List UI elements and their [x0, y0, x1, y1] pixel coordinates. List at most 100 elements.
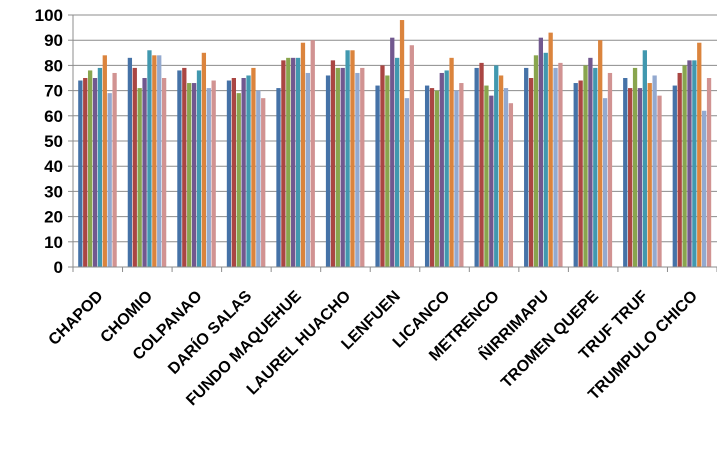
bar — [161, 78, 167, 267]
y-tick-label: 70 — [44, 82, 63, 101]
bar — [573, 83, 578, 267]
bar — [543, 52, 548, 267]
bar — [375, 85, 380, 267]
bar — [439, 72, 444, 268]
bar — [598, 40, 603, 268]
bar — [395, 57, 400, 268]
x-tick-label: DARÍO SALAS — [164, 286, 256, 378]
bar — [137, 88, 142, 267]
y-tick-label: 80 — [44, 56, 63, 75]
bar — [637, 88, 643, 267]
y-tick-label: 10 — [44, 233, 63, 252]
bar — [444, 70, 449, 267]
bar — [593, 67, 598, 267]
y-tick-label: 20 — [44, 208, 63, 227]
y-tick-label: 100 — [35, 6, 63, 25]
bar — [360, 67, 365, 267]
bar — [132, 67, 137, 267]
bar — [231, 78, 236, 267]
bar — [607, 72, 613, 268]
bar — [385, 75, 390, 267]
bar — [404, 98, 410, 267]
bar — [286, 57, 291, 268]
bar — [112, 72, 117, 268]
bar — [652, 75, 657, 267]
bar — [251, 67, 256, 267]
bar — [281, 60, 286, 267]
bar — [380, 65, 385, 268]
bar — [459, 83, 464, 267]
bar — [692, 60, 697, 267]
bar — [677, 72, 682, 268]
bar — [291, 57, 296, 268]
bar — [533, 55, 539, 267]
bar — [558, 62, 563, 267]
bar — [97, 67, 103, 267]
bar — [484, 85, 489, 267]
bar — [87, 70, 93, 267]
bar — [508, 103, 514, 267]
bar — [142, 78, 147, 267]
y-axis-tick-labels: 0 10 20 30 40 50 60 70 80 90 100 — [35, 6, 63, 277]
bar — [335, 67, 340, 267]
bar — [206, 88, 211, 267]
bar — [152, 55, 157, 267]
bar — [355, 72, 360, 268]
bar — [211, 80, 216, 268]
bar — [127, 57, 133, 268]
bar — [528, 78, 534, 267]
bar — [409, 45, 414, 267]
bar — [310, 40, 315, 268]
bar — [474, 67, 479, 267]
bar — [628, 88, 633, 267]
bar — [449, 57, 454, 268]
bar — [276, 88, 281, 267]
bar — [196, 70, 202, 267]
bars — [78, 20, 712, 268]
bar — [256, 90, 261, 267]
bar — [429, 88, 435, 267]
bar — [548, 32, 553, 267]
bar — [399, 20, 405, 267]
bar — [305, 72, 310, 268]
bar — [78, 80, 83, 268]
bar — [588, 57, 593, 268]
bar — [330, 60, 336, 267]
y-tick-label: 30 — [44, 182, 63, 201]
bar — [226, 80, 232, 268]
axes — [72, 15, 717, 272]
bar — [102, 55, 107, 267]
bar — [642, 50, 647, 267]
bar — [553, 67, 558, 267]
bar — [350, 50, 355, 267]
bar — [524, 67, 529, 267]
y-tick-label: 50 — [44, 132, 63, 151]
bar — [107, 93, 112, 268]
bar — [687, 60, 692, 267]
bar — [236, 93, 241, 268]
bar — [602, 98, 608, 267]
bar — [390, 37, 395, 268]
bar — [657, 95, 662, 267]
bar — [697, 42, 702, 267]
bar — [177, 70, 182, 267]
bar — [503, 88, 509, 267]
bar — [434, 90, 440, 267]
bar — [494, 65, 499, 268]
y-tick-label: 60 — [44, 107, 63, 126]
bar — [632, 67, 638, 267]
bar — [672, 85, 677, 267]
bar — [92, 78, 98, 267]
bar — [647, 83, 652, 267]
bar — [489, 95, 494, 267]
bar — [706, 78, 712, 267]
bar — [191, 83, 197, 267]
bar — [424, 85, 430, 267]
bar — [246, 75, 251, 267]
bar — [261, 98, 266, 267]
bar — [187, 83, 192, 267]
bar — [295, 57, 301, 268]
bar — [241, 78, 246, 267]
